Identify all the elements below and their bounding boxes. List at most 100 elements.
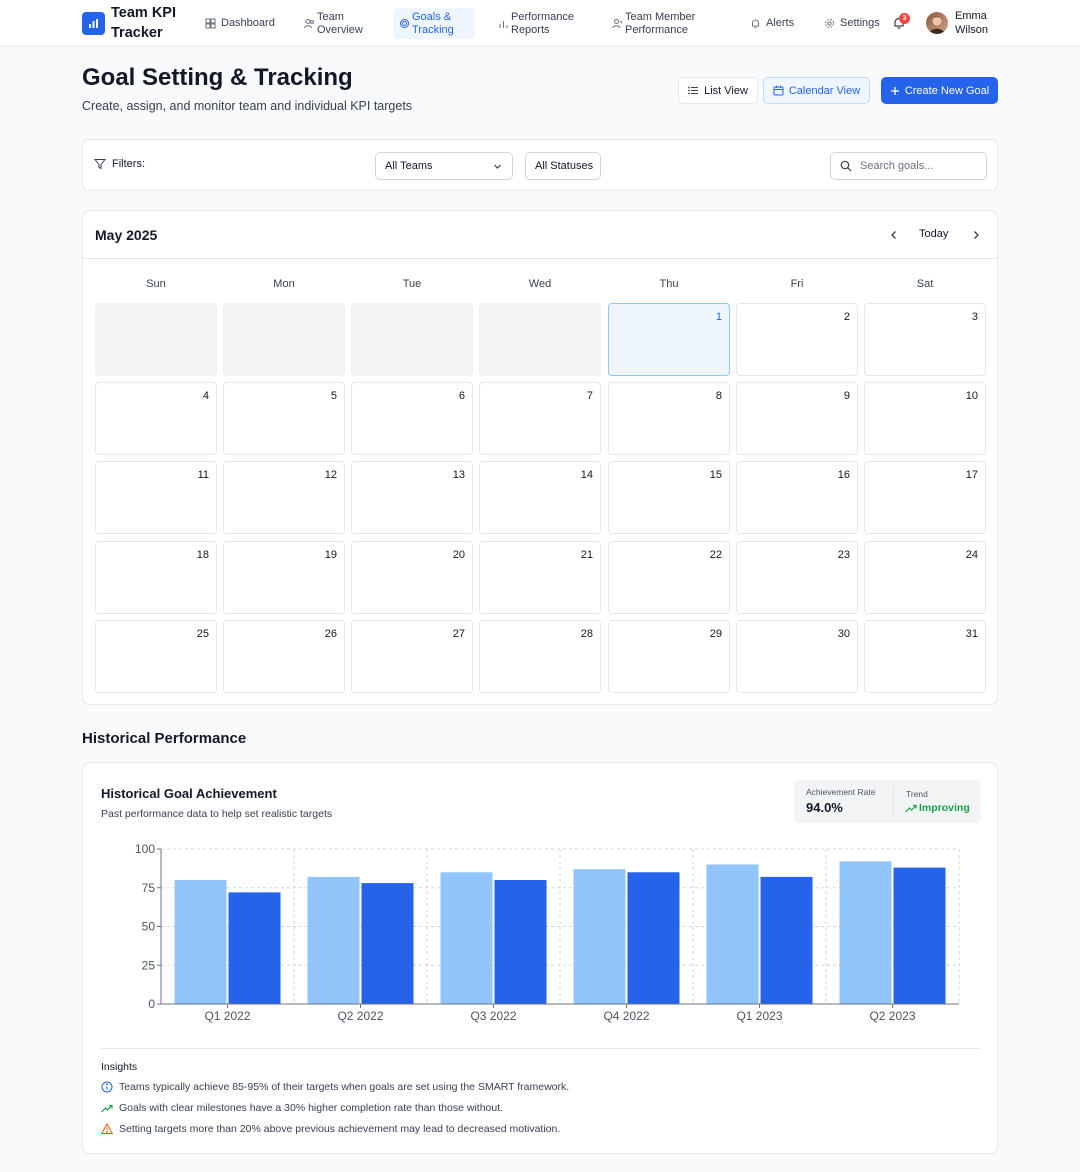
nav-alerts[interactable]: Alerts [744, 8, 800, 39]
chart-bar [494, 880, 547, 1004]
historical-card-title: Historical Goal Achievement [101, 786, 277, 801]
day-number: 16 [837, 469, 850, 482]
calendar-day-cell[interactable]: 16 [736, 461, 858, 535]
nav-team-member-performance[interactable]: Team Member Performance [606, 8, 726, 39]
logo[interactable] [82, 12, 105, 35]
calendar-day-cell[interactable]: 20 [351, 540, 473, 614]
app-brand[interactable]: Team KPI Tracker [111, 5, 177, 41]
calendar-day-cell[interactable]: 26 [223, 619, 345, 693]
calendar-day-cell[interactable]: 30 [736, 619, 858, 693]
trend-value: Improving [905, 802, 970, 814]
user-name[interactable]: Emma Wilson [955, 10, 989, 36]
dashboard-icon [205, 18, 219, 29]
chart-bar [228, 892, 281, 1004]
today-button[interactable]: Today [919, 228, 949, 240]
calendar-day-cell[interactable]: 31 [864, 619, 986, 693]
list-view-label: List View [704, 84, 748, 97]
nav-performance-reports[interactable]: Performance Reports [492, 8, 592, 39]
create-goal-label: Create New Goal [904, 84, 990, 97]
day-number: 23 [837, 548, 850, 561]
list-view-button[interactable]: List View [678, 77, 758, 104]
day-number: 12 [324, 469, 337, 482]
calendar-divider [83, 258, 997, 259]
next-month-button[interactable] [967, 226, 985, 244]
x-tick-label: Q2 2023 [869, 1009, 915, 1023]
calendar-day-cell[interactable]: 13 [351, 461, 473, 535]
teams-select[interactable]: All Teams [375, 152, 513, 180]
calendar-day-cell[interactable]: 28 [479, 619, 601, 693]
calendar-day-cell[interactable]: 5 [223, 382, 345, 456]
status-select[interactable]: All Statuses [525, 152, 601, 180]
calendar-day-cell[interactable]: 6 [351, 382, 473, 456]
chart-bar [760, 876, 813, 1004]
calendar-day-cell[interactable]: 8 [608, 382, 730, 456]
calendar-day-cell[interactable]: 4 [95, 382, 217, 456]
insight-item: Setting targets more than 20% above prev… [101, 1123, 560, 1135]
top-navigation: Team KPI Tracker Dashboard Team Overview… [0, 0, 1080, 47]
day-number: 11 [197, 469, 209, 482]
calendar-day-cell[interactable]: 23 [736, 540, 858, 614]
weekday-header: Fri [790, 278, 804, 290]
chart-bar [174, 880, 227, 1004]
warning-icon [101, 1123, 113, 1134]
day-number: 18 [196, 548, 209, 561]
calendar-day-cell[interactable]: 3 [864, 303, 986, 376]
nav-goals-tracking[interactable]: Goals & Tracking [393, 8, 475, 39]
weekday-header: Sat [916, 278, 934, 290]
day-number: 28 [580, 627, 593, 640]
calendar-day-cell[interactable]: 15 [608, 461, 730, 535]
calendar-day-cell[interactable]: 14 [479, 461, 601, 535]
calendar-day-cell[interactable]: 12 [223, 461, 345, 535]
filters-label: Filters: [94, 158, 145, 170]
calendar-day-cell[interactable]: 24 [864, 540, 986, 614]
calendar-day-cell[interactable]: 17 [864, 461, 986, 535]
calendar-day-cell[interactable]: 21 [479, 540, 601, 614]
search-input[interactable] [860, 160, 980, 172]
day-number: 24 [965, 548, 978, 561]
target-icon [399, 18, 410, 29]
weekday-header: Thu [659, 278, 679, 290]
day-number: 29 [709, 627, 722, 640]
insights-divider [101, 1048, 981, 1049]
empty-day-cell [351, 303, 473, 376]
chevron-left-icon [891, 231, 896, 239]
calendar-day-cell[interactable]: 7 [479, 382, 601, 456]
calendar-day-cell[interactable]: 11 [95, 461, 217, 535]
weekday-header: Tue [402, 278, 422, 290]
nav-label: Settings [840, 17, 880, 30]
create-new-goal-button[interactable]: Create New Goal [881, 77, 998, 104]
x-tick-label: Q1 2022 [204, 1009, 250, 1023]
y-tick-label: 100 [135, 842, 155, 856]
nav-dashboard[interactable]: Dashboard [199, 8, 281, 39]
calendar-day-cell[interactable]: 1 [608, 303, 730, 376]
achievement-rate-label: Achievement Rate [806, 787, 876, 797]
calendar-day-cell[interactable]: 9 [736, 382, 858, 456]
calendar-day-cell[interactable]: 10 [864, 382, 986, 456]
weekday-header: Wed [528, 278, 552, 290]
filter-icon [94, 159, 106, 170]
nav-settings[interactable]: Settings [818, 8, 886, 39]
nav-team-overview[interactable]: Team Overview [298, 8, 378, 39]
bell-icon [750, 18, 764, 29]
info-icon [101, 1081, 113, 1093]
calendar-day-cell[interactable]: 18 [95, 540, 217, 614]
trending-up-icon [905, 804, 917, 812]
calendar: May 2025 Today Sun Mon Tue Wed Thu Fri Sat 1 2 3 4… [82, 210, 998, 705]
search-box[interactable] [830, 152, 987, 180]
calendar-day-cell[interactable]: 19 [223, 540, 345, 614]
stats-box: Achievement Rate 94.0% Trend Improving [794, 780, 981, 823]
calendar-day-cell[interactable]: 22 [608, 540, 730, 614]
calendar-day-cell[interactable]: 29 [608, 619, 730, 693]
previous-month-button[interactable] [885, 226, 903, 244]
bar-chart-icon [498, 18, 509, 29]
calendar-day-cell[interactable]: 2 [736, 303, 858, 376]
stats-divider [893, 785, 894, 818]
avatar[interactable] [926, 12, 948, 34]
day-number: 7 [586, 390, 593, 403]
chart-bar [573, 869, 626, 1004]
calendar-day-cell[interactable]: 27 [351, 619, 473, 693]
calendar-view-button[interactable]: Calendar View [763, 77, 870, 104]
calendar-day-cell[interactable]: 25 [95, 619, 217, 693]
gear-icon [824, 18, 838, 29]
empty-day-cell [95, 303, 217, 376]
